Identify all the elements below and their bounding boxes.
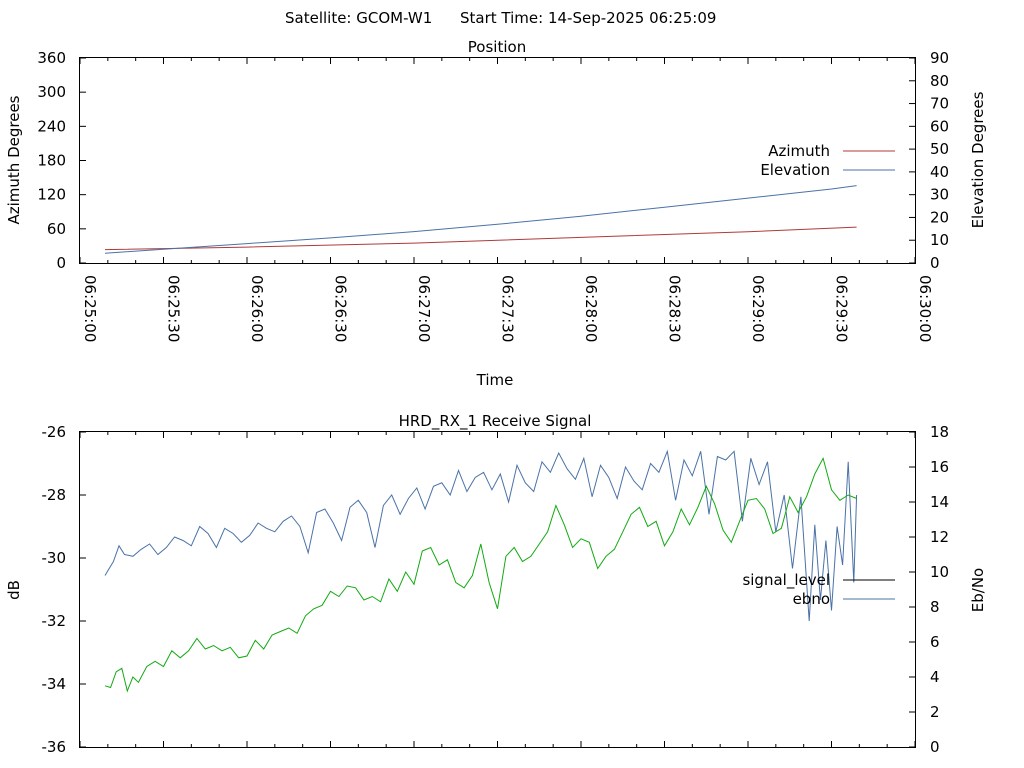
position-chart-title: Position: [468, 38, 526, 56]
y-tick-label: -28: [42, 486, 67, 504]
y2-tick-label: 14: [930, 493, 949, 511]
y-tick-label: -32: [42, 612, 67, 630]
y2-tick-label: 10: [930, 563, 949, 581]
x-tick-label: 06:30:00: [916, 275, 934, 342]
x-tick-label: 06:28:00: [582, 275, 600, 342]
y2-tick-label: 16: [930, 458, 949, 476]
position-ticks: 0 60 120 180 240 300 360 0 10 20 30 40 50 60 70 80 90 06:…: [37, 49, 949, 342]
position-y-axis-label: Azimuth Degrees: [5, 95, 23, 224]
satellite-label: Satellite: GCOM-W1: [285, 9, 432, 27]
x-tick-label: 06:27:00: [415, 275, 433, 342]
y2-tick-label: 18: [930, 423, 949, 441]
y2-tick-label: 50: [930, 140, 949, 158]
y2-tick-label: 30: [930, 186, 949, 204]
y2-tick-label: 90: [930, 49, 949, 67]
y-tick-label: -26: [42, 423, 67, 441]
x-tick-label: 06:29:00: [749, 275, 767, 342]
signal-chart: HRD_RX_1 Receive Signal -36-34-32-30-28-…: [5, 412, 987, 756]
legend-label-signal-level: signal_level: [742, 571, 830, 590]
position-legend: Azimuth Elevation: [760, 142, 895, 179]
y-tick-label: 300: [37, 83, 66, 101]
y2-tick-label: 12: [930, 528, 949, 546]
y-tick-label: -36: [42, 738, 67, 756]
position-x-axis-label: Time: [476, 371, 514, 389]
y-tick-label: -34: [42, 675, 67, 693]
y-tick-label: 240: [37, 117, 66, 135]
signal-plot-frame: [79, 431, 916, 748]
x-tick-label: 06:25:30: [165, 275, 183, 342]
legend-label-elevation: Elevation: [760, 161, 830, 179]
y-tick-label: 120: [37, 186, 66, 204]
x-tick-label: 06:29:30: [833, 275, 851, 342]
x-tick-label: 06:26:00: [248, 275, 266, 342]
y-tick-label: 180: [37, 152, 66, 170]
signal-y2-axis-label: Eb/No: [969, 568, 987, 612]
y-tick-label: -30: [42, 549, 67, 567]
y2-tick-label: 6: [930, 633, 940, 651]
position-lines: [104, 185, 857, 254]
y2-tick-label: 80: [930, 72, 949, 90]
y2-tick-label: 0: [930, 738, 940, 756]
x-tick-label: 06:27:30: [499, 275, 517, 342]
signal-ticks: -36 -34 -32 -30 -28 -26 0 2 4 6 8 10 12 14 16 18: [42, 423, 950, 756]
x-tick-label: 06:26:30: [332, 275, 350, 342]
y2-tick-label: 2: [930, 703, 940, 721]
legend-label-azimuth: Azimuth: [768, 142, 830, 160]
series-line-unnamed-2: [104, 456, 857, 693]
series-line-elevation: [104, 185, 857, 254]
y2-tick-label: 0: [930, 254, 940, 272]
x-tick-label: 06:28:30: [666, 275, 684, 342]
signal-legend: signal_level ebno: [742, 571, 895, 608]
y2-tick-label: 40: [930, 163, 949, 181]
y-tick-label: 360: [37, 49, 66, 67]
series-line-ebno: [104, 449, 858, 622]
y-tick-label: 60: [47, 220, 66, 238]
y2-tick-label: 10: [930, 231, 949, 249]
y2-tick-label: 70: [930, 95, 949, 113]
y2-tick-label: 4: [930, 668, 940, 686]
y2-tick-label: 8: [930, 598, 940, 616]
series-line-azimuth: [104, 226, 857, 251]
signal-y-axis-label: dB: [5, 580, 23, 600]
x-tick-label: 06:25:00: [81, 275, 99, 342]
y-tick-label: 0: [56, 254, 66, 272]
signal-lines: [104, 449, 858, 693]
start-time-label: Start Time: 14-Sep-2025 06:25:09: [460, 9, 716, 27]
legend-label-ebno: ebno: [793, 590, 830, 608]
position-y2-axis-label: Elevation Degrees: [969, 91, 987, 228]
position-plot-frame: [79, 57, 916, 264]
signal-chart-title: HRD_RX_1 Receive Signal: [399, 412, 592, 431]
y2-tick-label: 60: [930, 117, 949, 135]
y2-tick-label: 20: [930, 208, 949, 226]
position-chart: Position 0 60 120 180 240 300 360 0 10 20 30 40 50 60…: [5, 38, 987, 389]
